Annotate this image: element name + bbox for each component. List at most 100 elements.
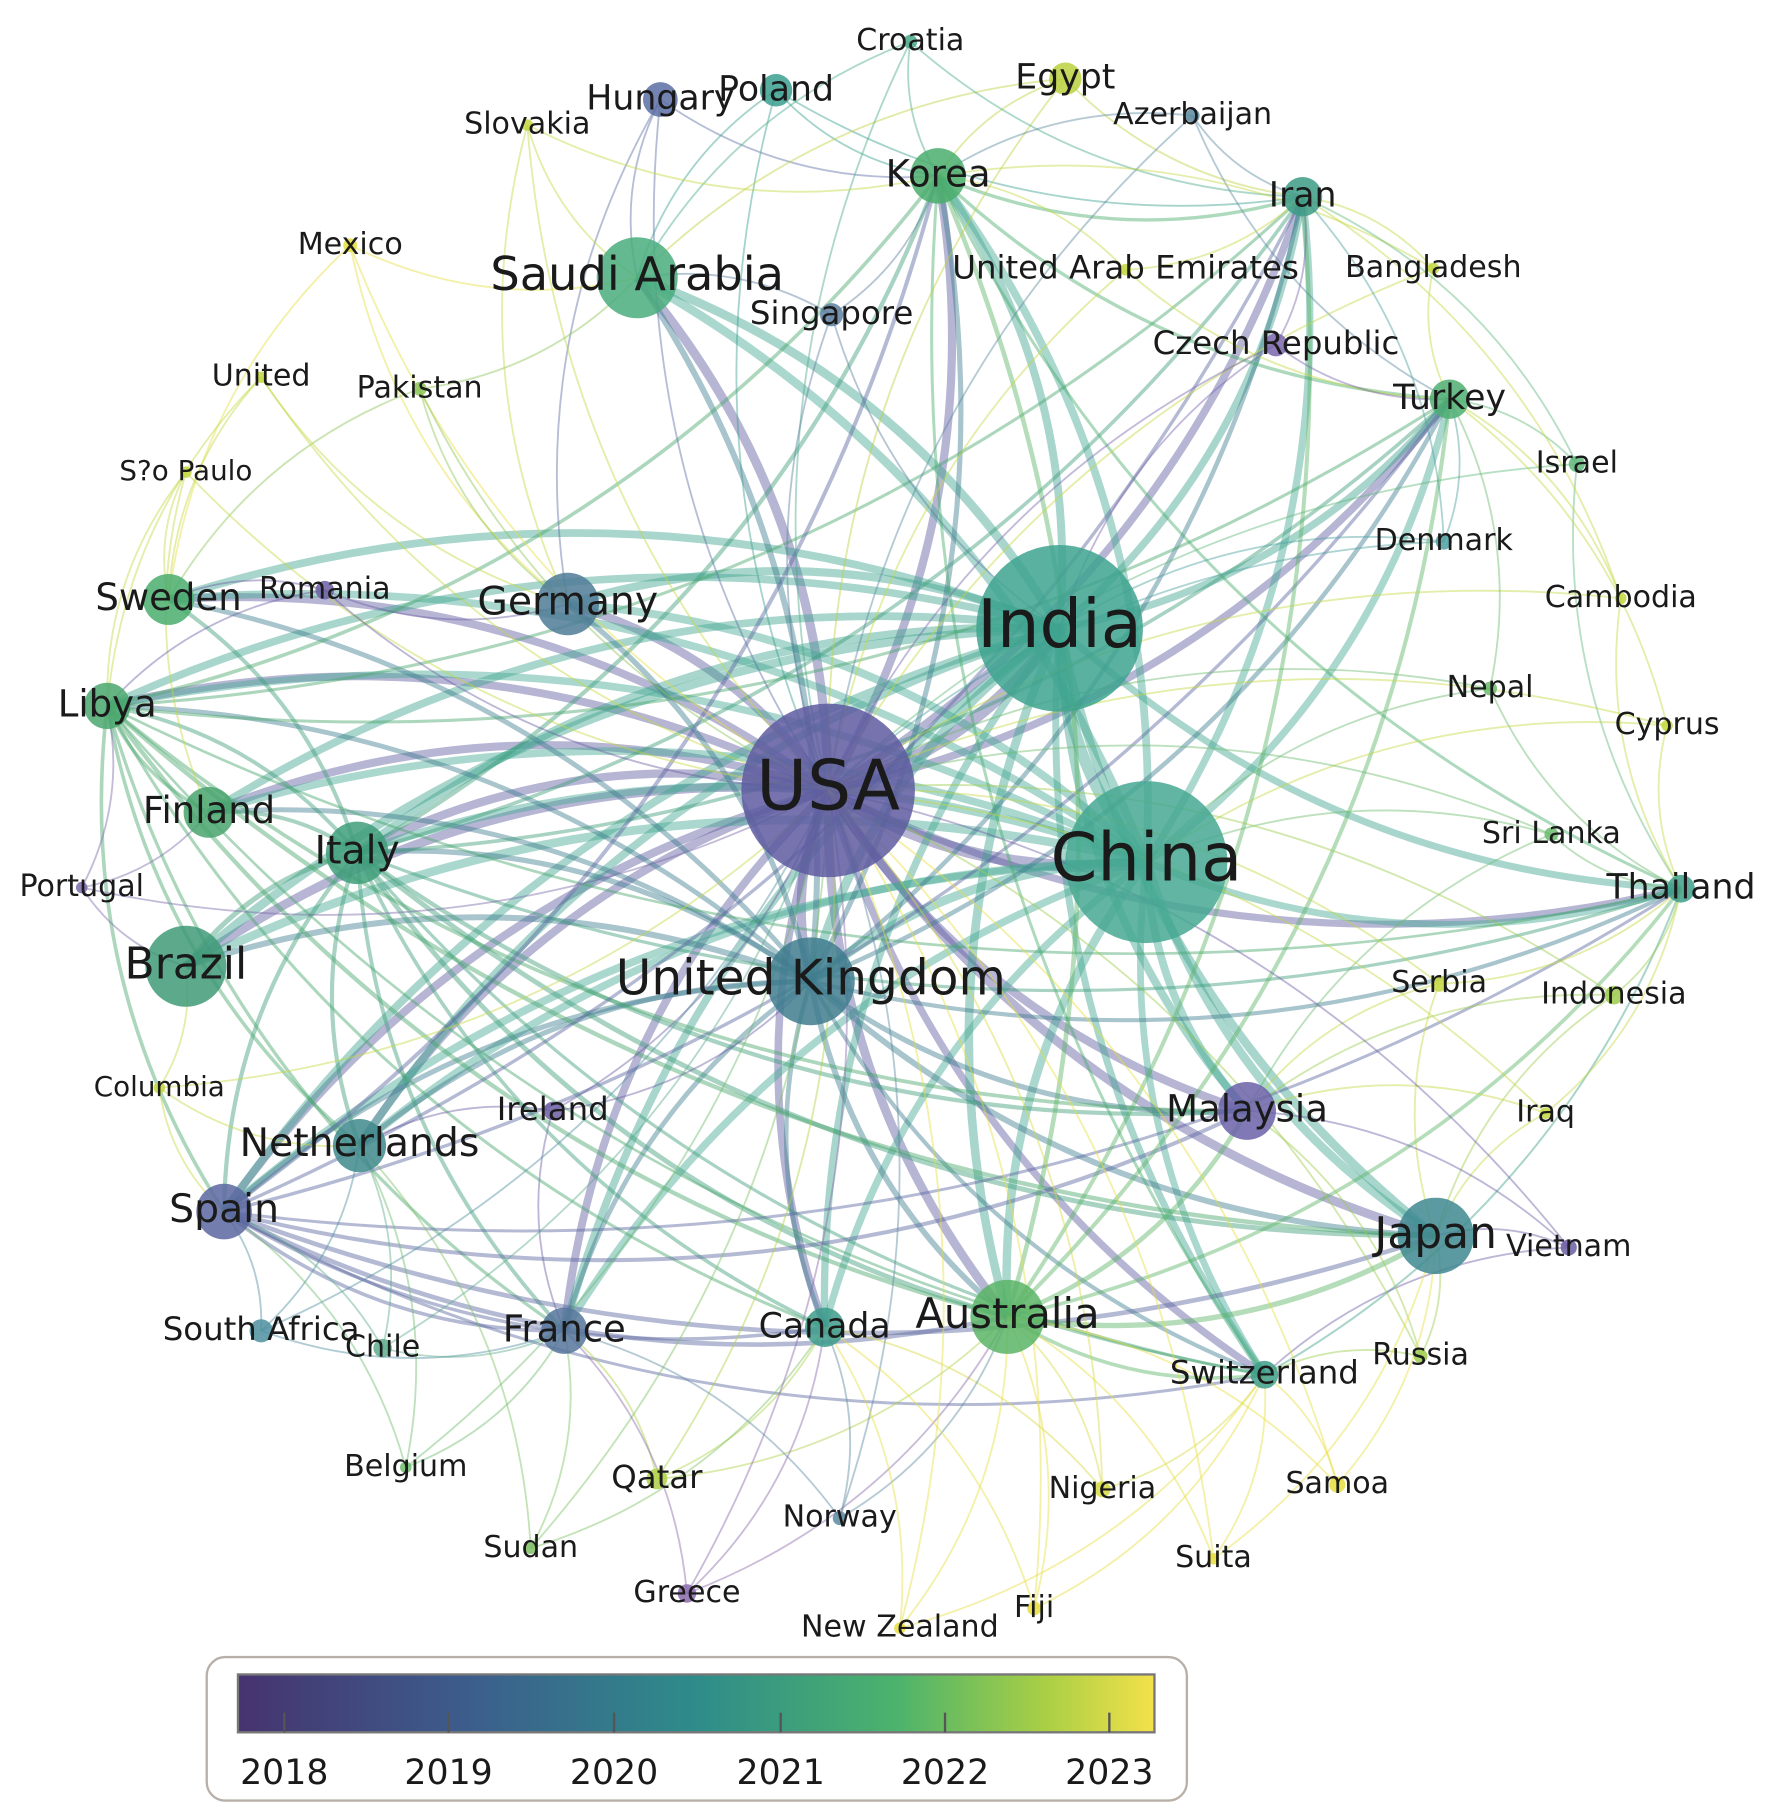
node-label: Greece [633,1575,740,1610]
node [255,371,267,384]
edge [1615,598,1682,890]
edge [164,471,210,813]
edge [735,90,829,791]
edge [686,790,848,1594]
edge [1434,994,1615,1237]
node-label: USA [756,746,900,826]
edge [1246,1109,1570,1249]
edge [563,1330,658,1480]
edge [827,789,1422,1357]
edge [564,1329,841,1519]
edge [324,589,569,621]
edge [964,626,1064,1319]
edge [260,376,829,792]
edge [168,593,831,794]
edge [167,387,420,600]
node-label: South Africa [163,1310,360,1348]
legend-ticks: 2018 2019 2020 2021 2022 2023 [240,1712,1154,1793]
edge [357,397,1451,855]
edge [355,851,1009,1320]
edge [184,815,1148,971]
edge [824,1326,1036,1609]
node-label: United Arab Emirates [952,249,1299,287]
edge [1448,398,1669,726]
node [1065,781,1228,944]
edge [827,789,1042,1609]
edge [1489,688,1682,890]
edge [106,174,940,708]
edge [222,175,940,1214]
node [373,1338,392,1358]
edge [529,1330,572,1549]
edge [405,790,830,1469]
node [1661,719,1673,732]
edge [355,851,1265,1377]
edge [1006,1109,1250,1320]
edge [106,703,359,855]
node-label: Finland [143,789,275,832]
edge [1246,1110,1422,1357]
edge [207,747,1148,866]
node [249,1319,273,1343]
node-label: Sudan [483,1530,578,1565]
edge [1263,888,1682,1376]
edge [107,397,1451,724]
node-label: Pakistan [357,370,483,405]
edge [808,175,964,983]
node [596,237,678,319]
node [1207,1552,1220,1565]
node-label: Indonesia [1541,977,1686,1012]
color-bar [236,1673,1156,1734]
node-label: Bangladesh [1345,250,1521,285]
node-label: Chile [345,1330,420,1365]
legend: 2018 2019 2020 2021 2022 2023 [205,1655,1189,1802]
node [75,881,88,894]
edge [1006,1316,1050,1609]
legend-tick-label: 2023 [1065,1753,1153,1793]
edge [827,463,1577,792]
node [832,1511,847,1526]
node-label: Iraq [1516,1095,1575,1130]
node [1544,827,1559,842]
node-label: Qatar [611,1458,703,1496]
edge [827,396,1453,795]
edge [826,78,1067,791]
edge [937,164,1434,270]
legend-tick-label: 2021 [737,1753,825,1793]
edge [355,850,1436,1239]
node-label: United [212,359,311,394]
edge [1545,888,1682,1114]
nodes [75,34,1695,1634]
node [1667,874,1695,903]
node-label: France [503,1307,626,1350]
edge [659,98,939,179]
edge [106,672,830,794]
edge [827,267,1434,791]
edge [358,1145,418,1468]
node-label: Fiji [1014,1590,1054,1625]
node-label: Columbia [94,1070,225,1103]
edge [1055,627,1439,1240]
edge [1007,1316,1215,1560]
edge [329,852,362,1147]
node [970,1279,1045,1354]
edge [183,623,1060,970]
node [524,1542,537,1555]
edge [223,887,1682,1233]
edge [167,597,360,854]
edge [221,858,1147,1215]
node [143,573,195,625]
node-label: Singapore [750,294,913,332]
edge [827,344,1277,791]
edge [810,886,1682,1023]
edge [220,786,830,1214]
edge [1246,982,1440,1112]
edge [223,1210,407,1468]
edge [106,670,1149,866]
edge [1144,398,1454,865]
edge [356,175,941,855]
node-label: Spain [169,1186,279,1232]
node [332,1119,387,1173]
edge [826,195,1307,794]
edge [567,600,1150,865]
